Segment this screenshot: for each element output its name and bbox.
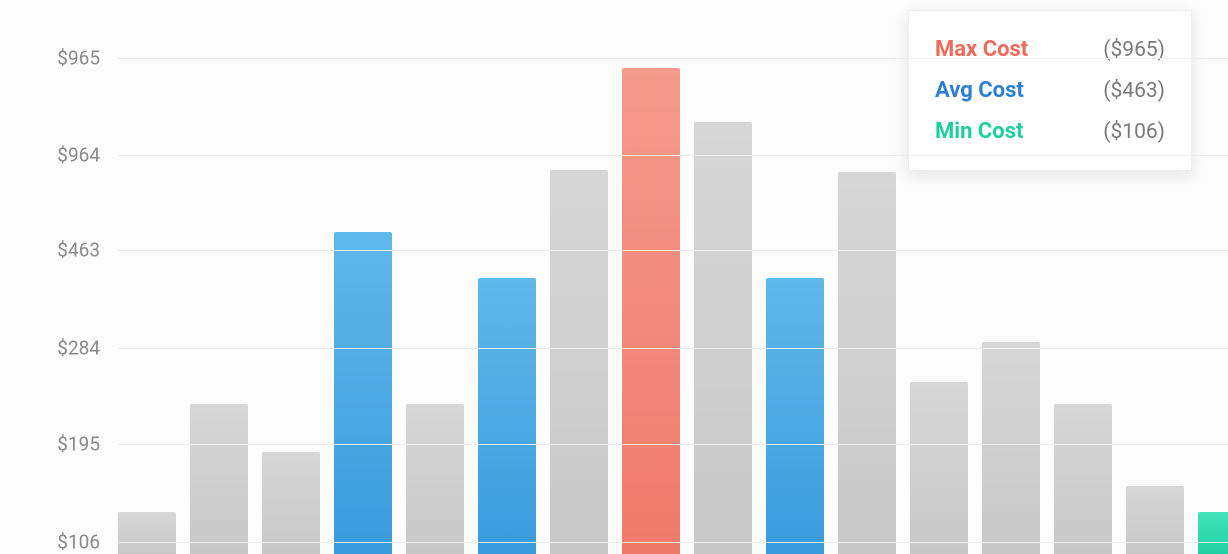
bar-gray [550, 170, 608, 554]
bar-blue [478, 278, 536, 554]
bar-blue [766, 278, 824, 554]
bar-gray [118, 512, 176, 554]
gridline [118, 58, 1228, 59]
gridline [118, 348, 1228, 349]
bar-gray [982, 342, 1040, 554]
y-tick-label: $106 [57, 531, 100, 554]
bar-green [1198, 512, 1228, 554]
y-tick-label: $284 [57, 337, 100, 360]
bar-blue [334, 232, 392, 554]
bar-gray [190, 404, 248, 554]
bar-gray [1054, 404, 1112, 554]
y-tick-label: $195 [57, 433, 100, 456]
bar-gray [406, 404, 464, 554]
plot-area [118, 0, 1228, 554]
cost-bar-chart: $965$964$463$284$195$106 Max Cost($965)A… [0, 0, 1228, 554]
bar-gray [838, 172, 896, 554]
bar-gray [910, 382, 968, 554]
gridline [118, 250, 1228, 251]
bar-gray [694, 122, 752, 554]
y-axis: $965 $964 $463 $284 $195 $106 [0, 0, 118, 554]
y-tick-label: $463 [57, 239, 100, 262]
gridline [118, 542, 1228, 543]
bar-gray [1126, 486, 1184, 554]
gridline [118, 444, 1228, 445]
bars-layer [118, 0, 1228, 554]
bar-red [622, 68, 680, 554]
gridline [118, 155, 1228, 156]
y-tick-label: $965 [57, 47, 100, 70]
bar-gray [262, 452, 320, 554]
y-tick-label: $964 [57, 144, 100, 167]
